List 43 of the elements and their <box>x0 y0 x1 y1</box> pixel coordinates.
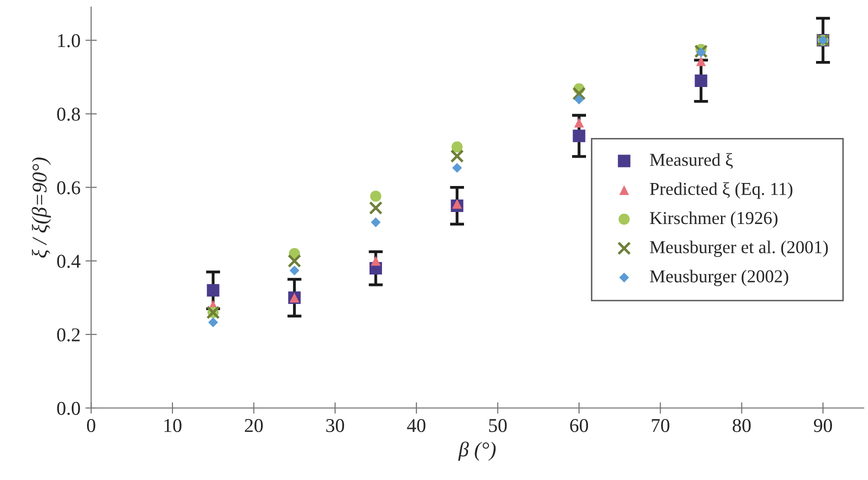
point <box>452 199 462 209</box>
point <box>696 48 706 58</box>
point <box>452 141 463 152</box>
legend-label: Meusburger et al. (2001) <box>650 240 828 257</box>
x-tick-label: 70 <box>652 418 670 432</box>
point <box>368 201 383 215</box>
y-tick-label: 1.0 <box>58 34 80 48</box>
point <box>694 44 708 58</box>
x-tick-label: 10 <box>164 418 182 432</box>
y-tick-label: 0.4 <box>57 254 80 268</box>
point <box>370 190 382 202</box>
x-tick-label: 80 <box>732 418 751 432</box>
point <box>574 94 584 104</box>
x-tick-label: 50 <box>489 418 507 432</box>
point <box>206 284 220 297</box>
legend-label: Meusburger (2002) <box>650 270 788 286</box>
legend-label: Measured ξ <box>650 153 733 169</box>
x-tick-label: 0 <box>87 418 96 432</box>
point <box>452 162 462 173</box>
y-tick-label: 0.2 <box>57 328 80 342</box>
point <box>450 149 464 163</box>
legend-label: Kirschmer (1926) <box>650 211 778 228</box>
point <box>208 317 218 328</box>
x-tick-label: 30 <box>326 418 344 432</box>
x-tick-label: 20 <box>244 418 263 432</box>
point <box>572 86 586 100</box>
x-tick-label: 60 <box>570 418 588 432</box>
x-axis-title: β (°) <box>458 442 496 461</box>
y-tick-label: 0.8 <box>57 108 80 121</box>
legend-label: Predicted ξ (Eq. 11) <box>650 182 792 199</box>
y-tick-label: 0.0 <box>57 402 80 416</box>
point <box>696 56 706 66</box>
y-axis-title: ξ / ξ(β=90°) <box>32 157 51 258</box>
point <box>572 130 586 142</box>
point <box>288 254 302 268</box>
point <box>290 266 300 276</box>
x-tick-label: 90 <box>814 418 832 432</box>
point <box>370 217 381 228</box>
point <box>694 74 708 87</box>
point <box>574 118 584 128</box>
y-tick-label: 0.6 <box>57 181 80 194</box>
point <box>370 256 381 266</box>
x-tick-label: 40 <box>407 418 426 432</box>
